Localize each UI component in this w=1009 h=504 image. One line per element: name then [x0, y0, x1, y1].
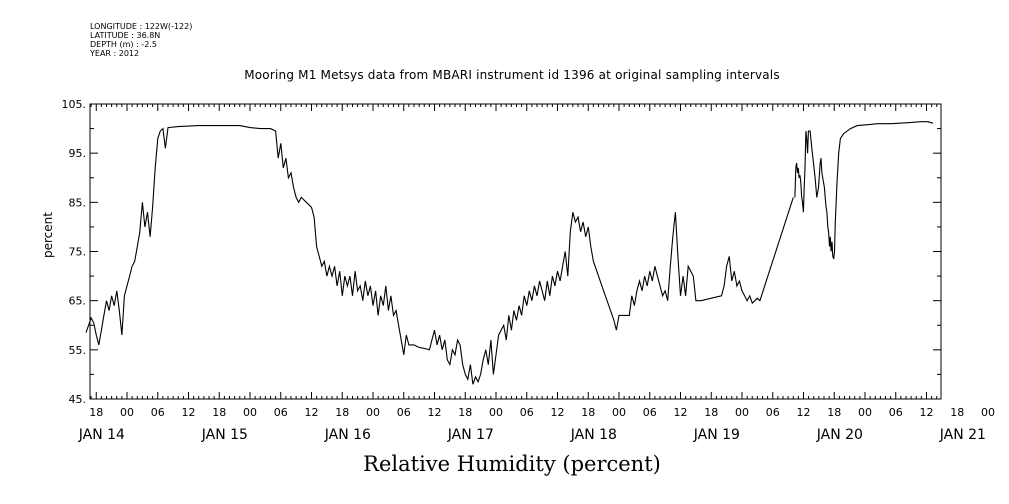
latitude-label: LATITUDE : 36.8N: [90, 31, 161, 40]
x-day-label: JAN 16: [324, 427, 371, 443]
depth-label: DEPTH (m) : -2.5: [90, 40, 157, 49]
x-tick-label: 12: [428, 406, 442, 419]
humidity-line: [85, 125, 794, 385]
x-day-label: JAN 19: [693, 427, 740, 443]
year-label: YEAR : 2012: [90, 49, 140, 58]
x-tick-label: 00: [243, 406, 257, 419]
x-tick-label: 06: [151, 406, 165, 419]
y-tick-label: 55.: [69, 344, 87, 357]
x-day-label: JAN 18: [570, 427, 617, 443]
y-tick-label: 65.: [69, 295, 87, 308]
humidity-line: [794, 121, 934, 260]
x-tick-label: 18: [89, 406, 103, 419]
x-tick-label: 18: [458, 406, 472, 419]
x-tick-label: 06: [274, 406, 288, 419]
x-tick-label: 06: [397, 406, 411, 419]
x-tick-label: 06: [520, 406, 534, 419]
x-day-label: JAN 21: [939, 427, 986, 443]
x-day-label: JAN 14: [78, 427, 125, 443]
x-tick-label: 12: [305, 406, 319, 419]
x-day-label: JAN 17: [447, 427, 494, 443]
axis-ticks: [90, 103, 941, 400]
axis-tick-labels: 45. 55. 65. 75. 85. 95. 105. 18 00 06 12 18 00 06 12 18…: [62, 98, 996, 443]
x-day-label: JAN 20: [816, 427, 863, 443]
x-tick-label: 12: [551, 406, 565, 419]
y-tick-label: 85.: [69, 196, 87, 209]
x-day-label: JAN 15: [201, 427, 248, 443]
x-tick-label: 18: [704, 406, 718, 419]
x-tick-label: 00: [981, 406, 995, 419]
x-tick-label: 12: [797, 406, 811, 419]
chart-title: Mooring M1 Metsys data from MBARI instru…: [244, 68, 780, 82]
x-tick-label: 00: [612, 406, 626, 419]
x-tick-label: 12: [182, 406, 196, 419]
x-tick-label: 06: [889, 406, 903, 419]
y-tick-label: 105.: [62, 98, 87, 111]
x-tick-label: 06: [766, 406, 780, 419]
y-tick-label: 45.: [69, 393, 87, 406]
x-tick-label: 00: [858, 406, 872, 419]
x-tick-label: 12: [674, 406, 688, 419]
plot-frame: [89, 103, 942, 400]
x-tick-label: 00: [489, 406, 503, 419]
x-tick-label: 00: [735, 406, 749, 419]
x-tick-label: 18: [335, 406, 349, 419]
x-axis-label: Relative Humidity (percent): [363, 452, 661, 476]
x-tick-label: 06: [643, 406, 657, 419]
x-tick-label: 00: [120, 406, 134, 419]
y-tick-label: 75.: [69, 246, 87, 259]
x-tick-label: 18: [212, 406, 226, 419]
x-tick-label: 18: [827, 406, 841, 419]
x-tick-label: 00: [366, 406, 380, 419]
y-tick-label: 95.: [69, 147, 87, 160]
x-tick-label: 12: [920, 406, 934, 419]
x-tick-label: 18: [950, 406, 964, 419]
series-lines: [85, 121, 934, 385]
x-tick-label: 18: [581, 406, 595, 419]
longitude-label: LONGITUDE : 122W(-122): [90, 22, 193, 31]
